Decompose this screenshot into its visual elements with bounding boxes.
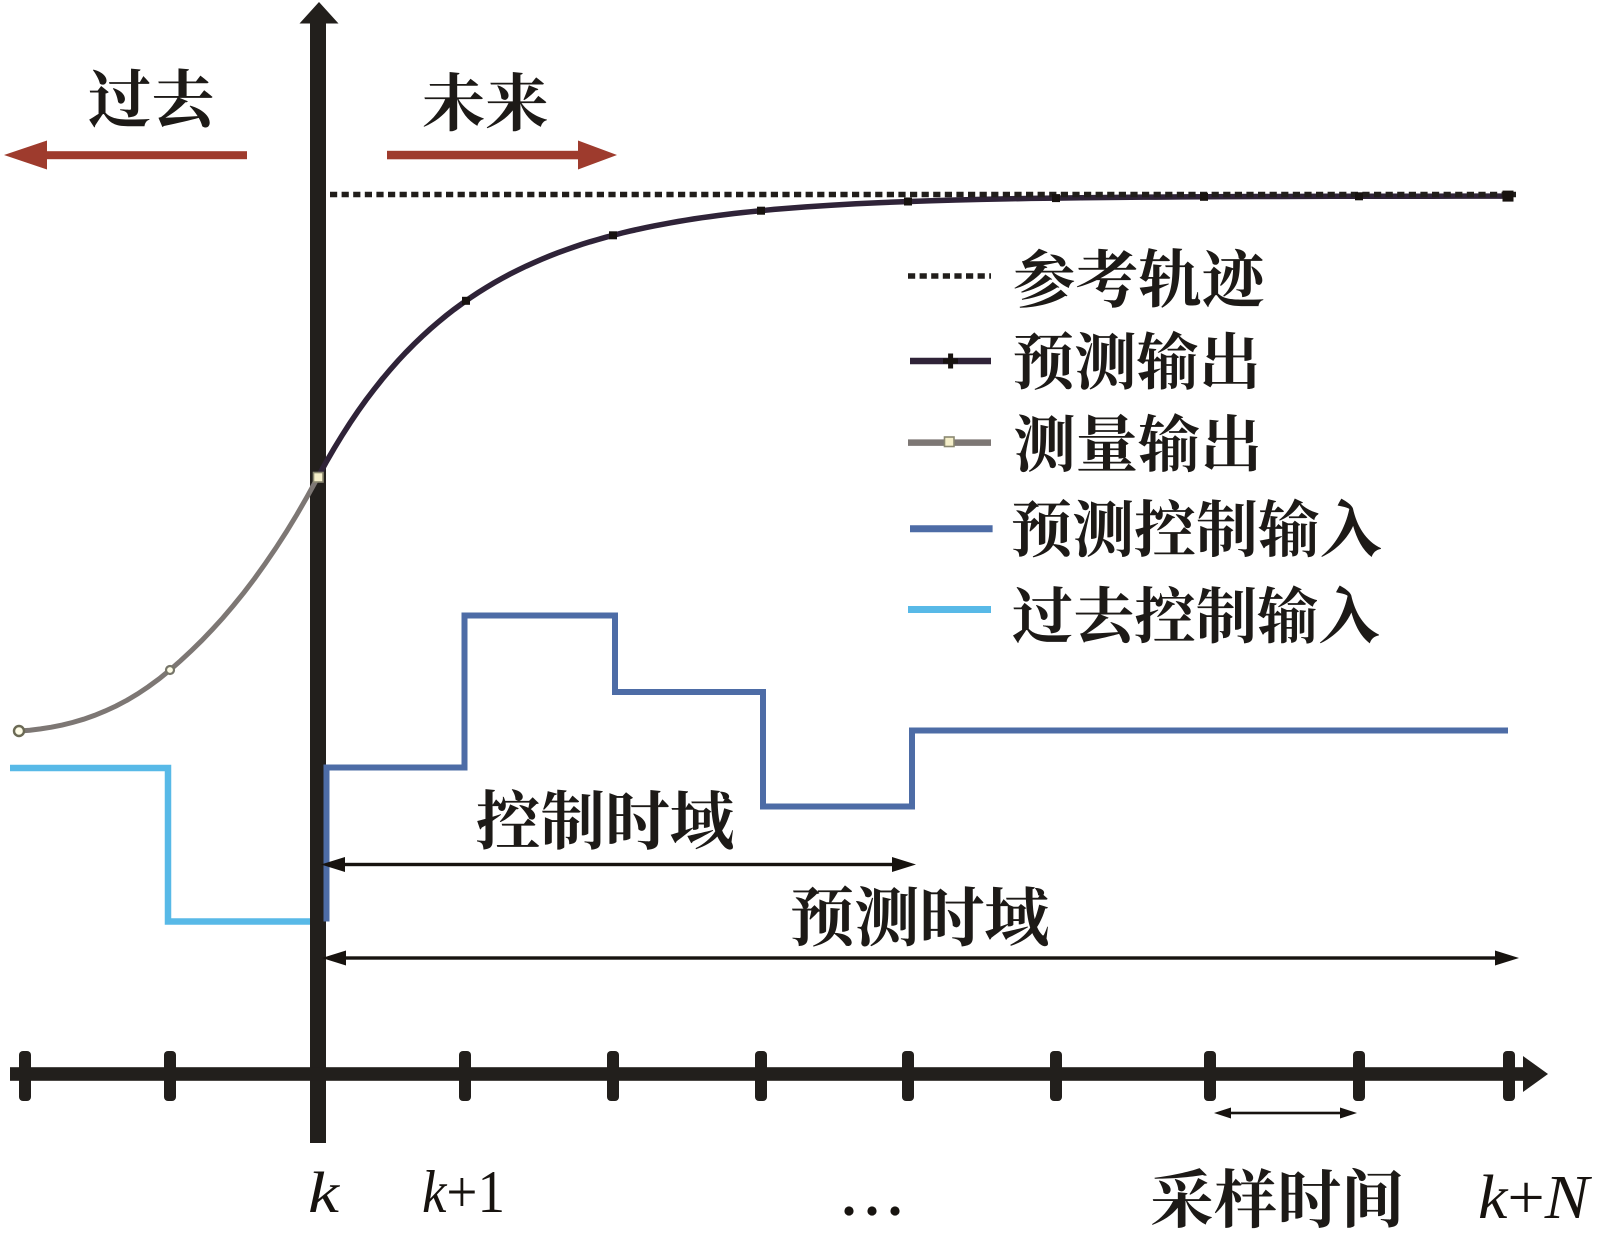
svg-text:k+1: k+1: [422, 1159, 505, 1225]
svg-text:k+N: k+N: [1478, 1164, 1593, 1232]
svg-text:k: k: [308, 1160, 341, 1225]
